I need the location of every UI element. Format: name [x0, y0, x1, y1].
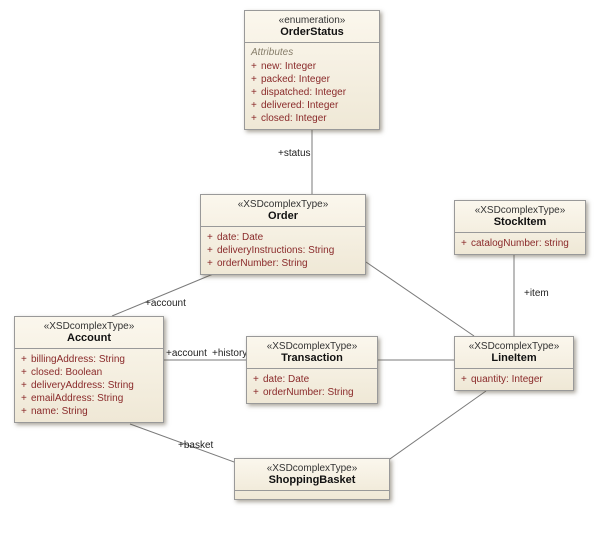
attr: +catalogNumber: string	[461, 237, 579, 250]
stereo: «XSDcomplexType»	[253, 341, 371, 352]
stereo: «XSDcomplexType»	[21, 321, 157, 332]
class-name: ShoppingBasket	[241, 474, 383, 486]
attr: +quantity: Integer	[461, 373, 567, 386]
node-stockitem[interactable]: «XSDcomplexType» StockItem +catalogNumbe…	[454, 200, 586, 255]
attr: +date: Date	[253, 373, 371, 386]
stereo: «XSDcomplexType»	[461, 205, 579, 216]
node-lineitem[interactable]: «XSDcomplexType» LineItem +quantity: Int…	[454, 336, 574, 391]
attr: +date: Date	[207, 231, 359, 244]
node-transaction[interactable]: «XSDcomplexType» Transaction +date: Date…	[246, 336, 378, 404]
node-shoppingbasket[interactable]: «XSDcomplexType» ShoppingBasket	[234, 458, 390, 500]
class-name: OrderStatus	[251, 26, 373, 38]
class-name: Transaction	[253, 352, 371, 364]
attr: +deliveryAddress: String	[21, 379, 157, 392]
attr: +dispatched: Integer	[251, 86, 373, 99]
attr: +emailAddress: String	[21, 392, 157, 405]
attr: +closed: Integer	[251, 112, 373, 125]
edge-label-basket: +basket	[178, 440, 213, 451]
stereo: «XSDcomplexType»	[241, 463, 383, 474]
stereo: «enumeration»	[251, 15, 373, 26]
attr: +deliveryInstructions: String	[207, 244, 359, 257]
stereo: «XSDcomplexType»	[461, 341, 567, 352]
attr: +orderNumber: String	[253, 386, 371, 399]
stereo: «XSDcomplexType»	[207, 199, 359, 210]
edge-label-status: +status	[278, 148, 311, 159]
attr: +new: Integer	[251, 60, 373, 73]
class-name: Order	[207, 210, 359, 222]
class-name: LineItem	[461, 352, 567, 364]
diagram-canvas: +status +item +account +account +history…	[0, 0, 607, 534]
node-orderstatus[interactable]: «enumeration» OrderStatus Attributes +ne…	[244, 10, 380, 130]
edge-label-account-2: +account	[166, 348, 207, 359]
class-name: StockItem	[461, 216, 579, 228]
attr: +billingAddress: String	[21, 353, 157, 366]
attr: +packed: Integer	[251, 73, 373, 86]
edge-label-account-1: +account	[145, 298, 186, 309]
attr: +name: String	[21, 405, 157, 418]
edge-label-history: +history	[212, 348, 247, 359]
attr: +closed: Boolean	[21, 366, 157, 379]
attr: +delivered: Integer	[251, 99, 373, 112]
node-account[interactable]: «XSDcomplexType» Account +billingAddress…	[14, 316, 164, 423]
section-label: Attributes	[251, 47, 373, 60]
class-name: Account	[21, 332, 157, 344]
edge-label-item: +item	[524, 288, 549, 299]
attr: +orderNumber: String	[207, 257, 359, 270]
node-order[interactable]: «XSDcomplexType» Order +date: Date +deli…	[200, 194, 366, 275]
